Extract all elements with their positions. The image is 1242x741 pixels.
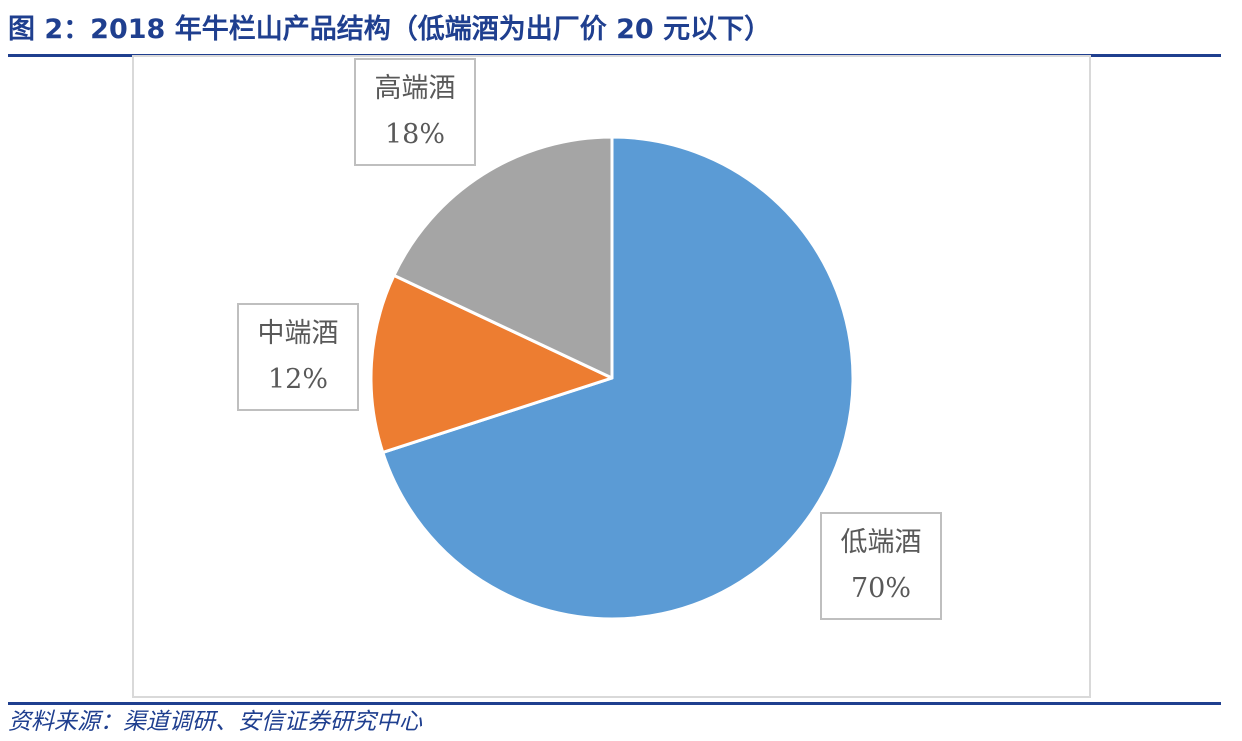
data-label-low-name: 低端酒 <box>840 527 922 558</box>
pie-slice-low <box>381 135 855 621</box>
data-label-low: 低端酒 70% <box>820 512 942 620</box>
pie-slice-high <box>392 135 614 380</box>
pie-slice-mid <box>369 273 614 454</box>
data-label-mid: 中端酒 12% <box>237 303 359 411</box>
footer-rule <box>8 702 1221 705</box>
figure-title: 图 2：2018 年牛栏山产品结构（低端酒为出厂价 20 元以下） <box>8 14 772 45</box>
data-label-mid-value: 12% <box>267 364 328 395</box>
data-label-low-value: 70% <box>850 573 911 604</box>
data-label-high-value: 18% <box>384 119 445 150</box>
data-label-high: 高端酒 18% <box>354 58 476 166</box>
data-label-mid-name: 中端酒 <box>257 318 339 349</box>
source-note: 资料来源：渠道调研、安信证券研究中心 <box>8 709 422 735</box>
data-label-high-name: 高端酒 <box>374 73 456 104</box>
